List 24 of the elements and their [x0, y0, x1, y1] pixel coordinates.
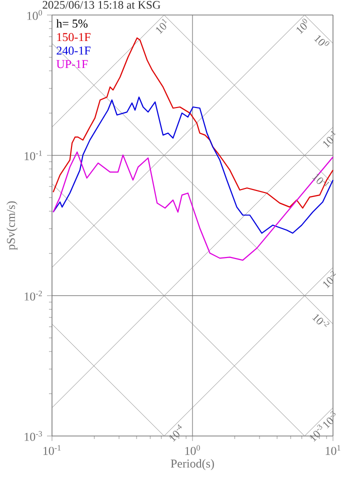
annotation: 10$^{-3}$ — [323, 411, 336, 429]
x-tick-label: 10$^{-1}$ — [43, 445, 61, 455]
annotation: 10$^{-1}$ — [312, 174, 330, 187]
legend-title: h= 5% — [56, 19, 88, 28]
annotation: 10$^{1}$ — [156, 18, 168, 34]
text: 150-1F — [57, 33, 90, 42]
x-axis-title: Period(s) — [170, 459, 214, 470]
x-tick-label: 10$^{0}$ — [185, 445, 200, 455]
text: 240-1F — [56, 46, 90, 55]
y-tick-label: 10$^{-1}$ — [24, 150, 42, 160]
y-tick-label: 10$^{-2}$ — [24, 290, 42, 301]
y-axis-title: pSv(cm/s) — [6, 201, 18, 250]
annotation: 10$^{-2}$ — [323, 271, 336, 288]
annotation: 10$^{0}$ — [314, 35, 330, 46]
annotation: 10$^{-1}$ — [323, 130, 336, 148]
y-tick-label: 10$^{-3}$ — [24, 431, 42, 441]
annotation: 10$^{-4}$ — [169, 424, 182, 442]
x-tick-label: 10$^{1}$ — [326, 445, 340, 455]
annotation: 10$^{-2}$ — [312, 314, 330, 327]
text: UP-1F — [56, 60, 88, 68]
y-tick-label: 10$^{0}$ — [27, 10, 42, 20]
annotation: 10$^{0}$ — [296, 18, 308, 34]
annotation: 10$^{-3}$ — [310, 424, 322, 442]
chart-title: 2025/06/13 15:18 at KSG — [42, 1, 160, 9]
